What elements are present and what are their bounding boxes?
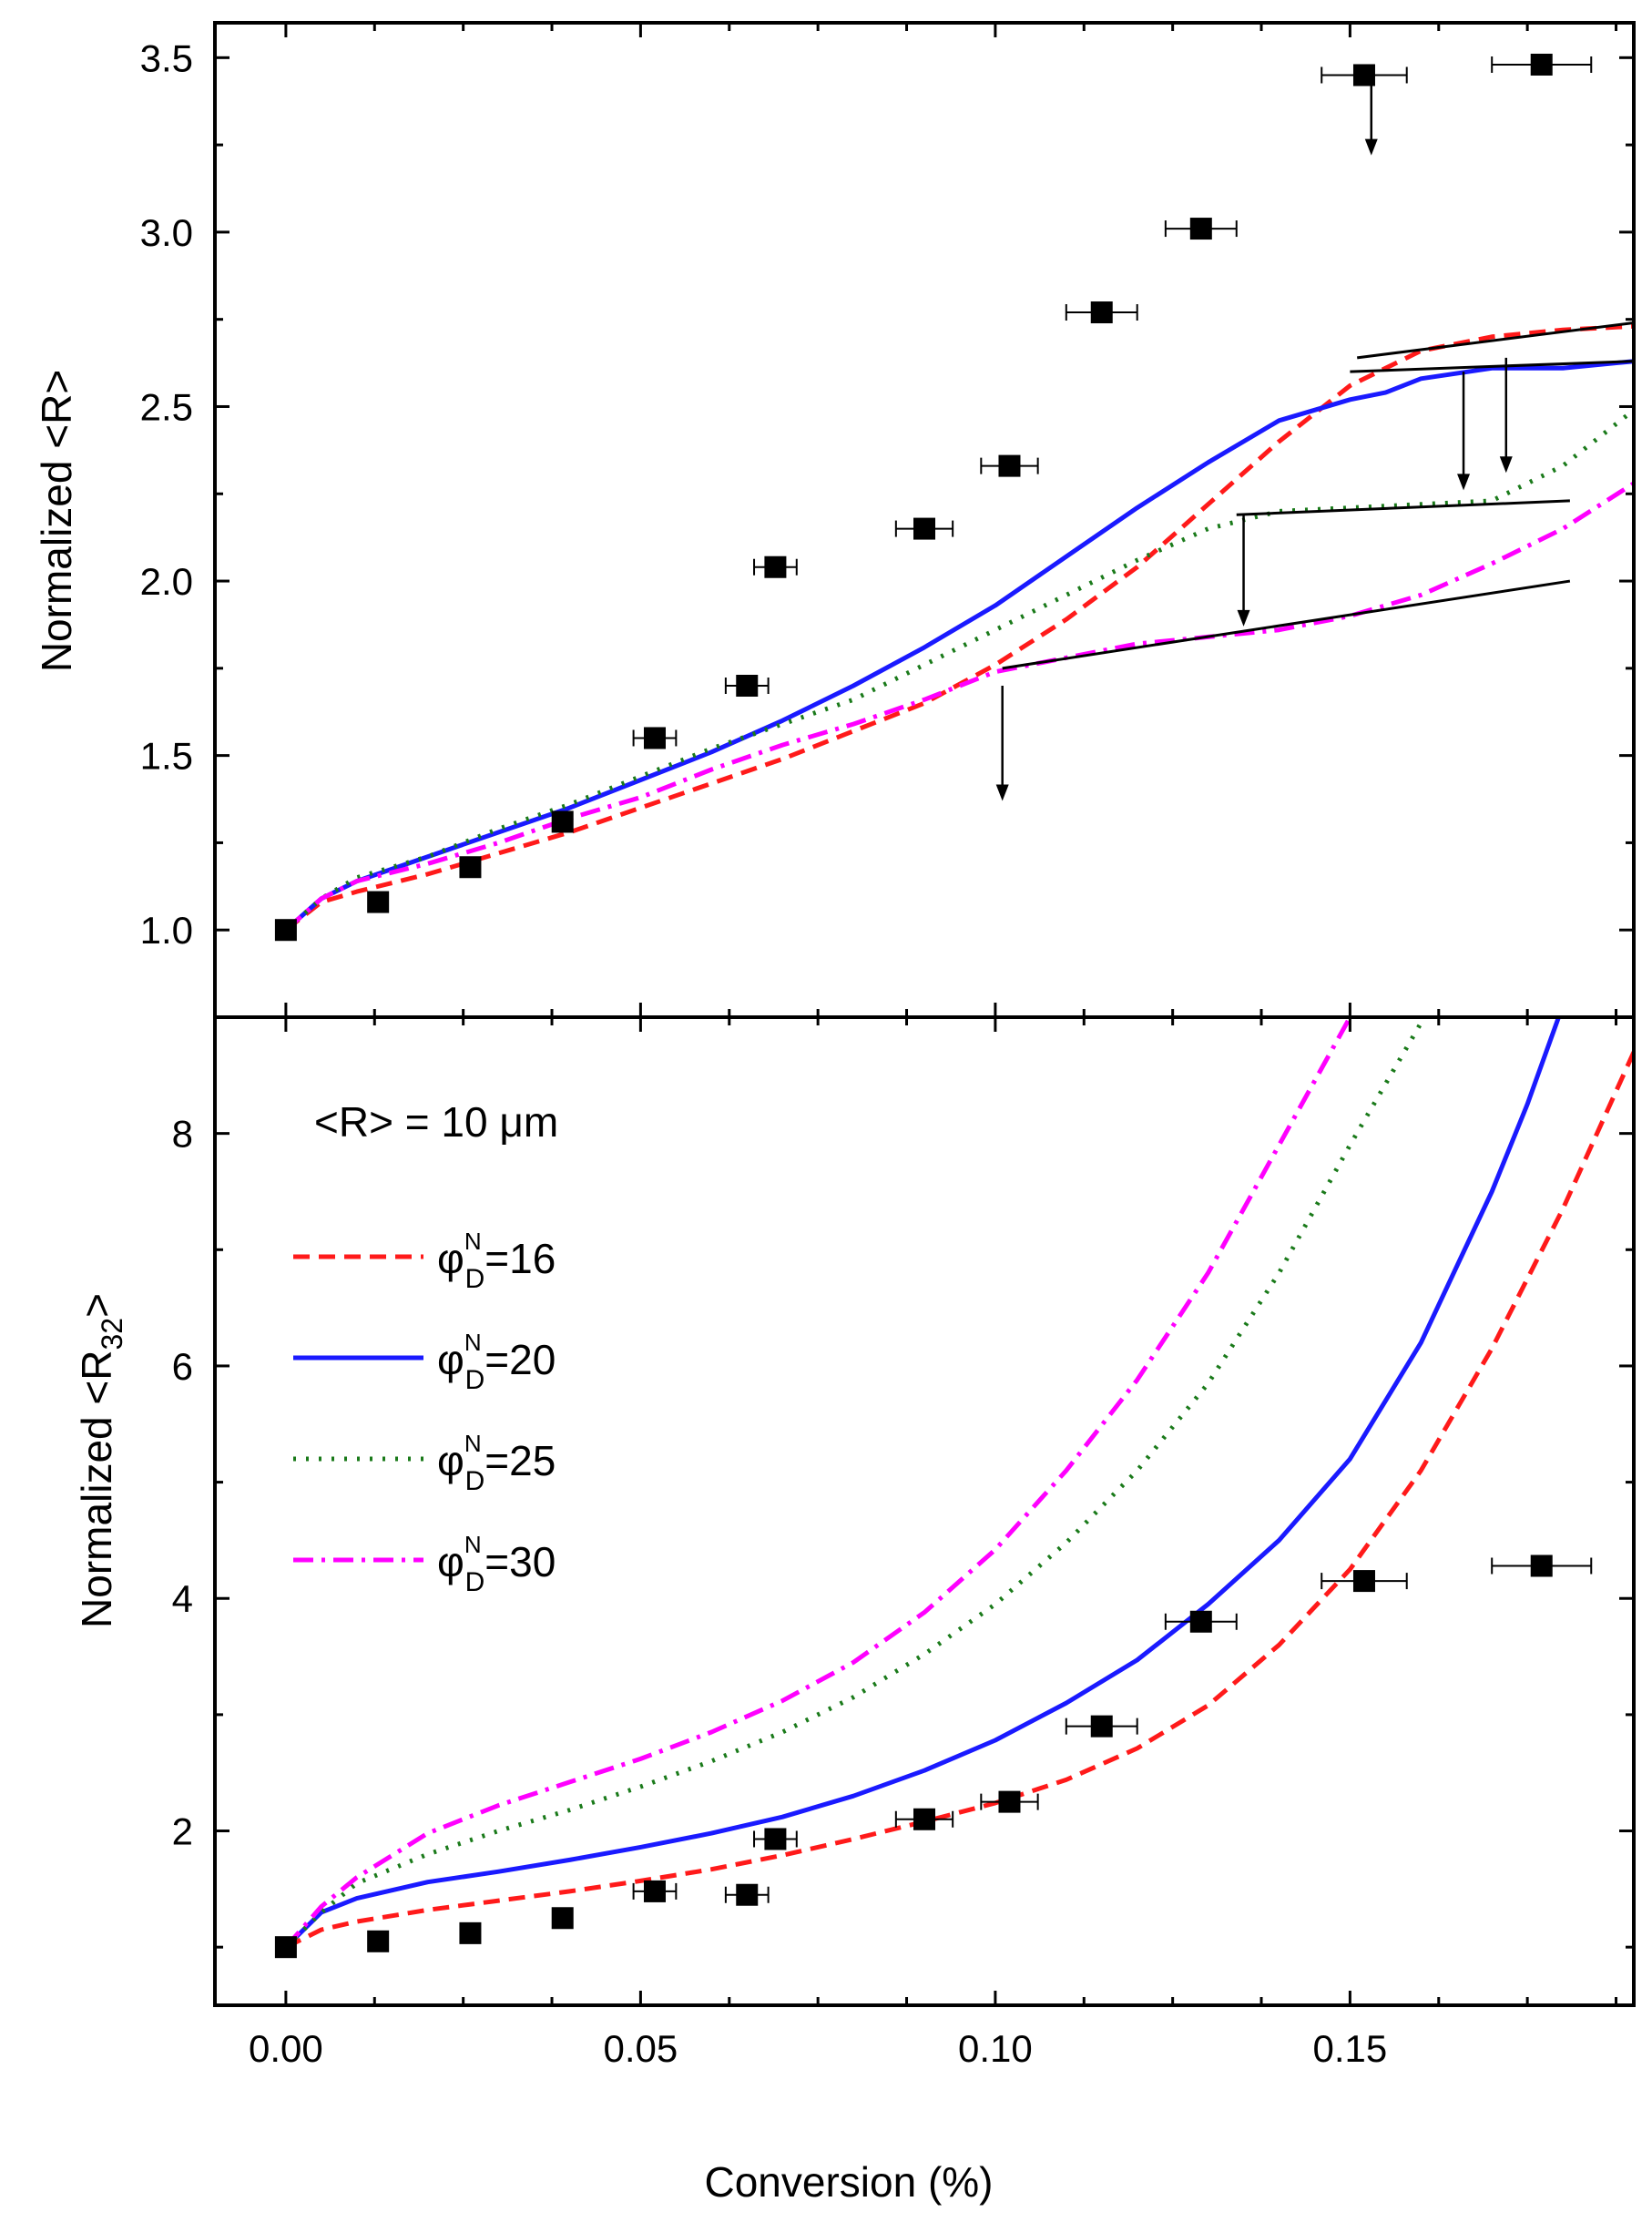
bottom-ytick-label: 8 — [172, 1113, 193, 1156]
bottom-point-9 — [1090, 1715, 1113, 1738]
bottom-point-1 — [367, 1930, 390, 1952]
top-point-4 — [643, 727, 666, 749]
bottom-series-2-line — [284, 1017, 1429, 1949]
legend-label-0: φN D=16 — [437, 1228, 556, 1294]
bottom-point-8 — [998, 1790, 1021, 1813]
top-series-0-line — [284, 323, 1634, 933]
bottom-y-axis-label-sub: 32 — [96, 1318, 128, 1351]
top-ytick-label: 3.0 — [140, 211, 193, 254]
top-axes: 1.0 1.5 2.0 2.5 3.0 3.5 — [140, 21, 1636, 1019]
bottom-point-0 — [274, 1936, 297, 1959]
top-annotation-line-2 — [1350, 360, 1634, 373]
top-point-12 — [1530, 53, 1553, 76]
bottom-ytick-label: 2 — [172, 1810, 193, 1853]
top-point-10 — [1189, 218, 1212, 240]
bottom-point-7 — [913, 1808, 935, 1830]
top-point-6 — [764, 556, 787, 578]
top-annotation-line-3 — [1357, 321, 1634, 360]
bottom-frame — [213, 1015, 1636, 2007]
top-arrow-4-head — [1499, 456, 1513, 474]
xtick-label: 0.15 — [1313, 2027, 1388, 2070]
bottom-series-1-line — [284, 1017, 1562, 1949]
top-point-8 — [998, 454, 1021, 477]
legend-symbol: φ — [437, 1538, 464, 1585]
top-ytick-label: 1.5 — [140, 735, 193, 778]
bottom-y-axis-label: Normalized <R32> — [73, 1293, 128, 1628]
top-ytick-label: 1.0 — [140, 909, 193, 952]
top-ytick-label: 2.5 — [140, 385, 193, 428]
bottom-plot-data — [274, 1017, 1634, 1959]
top-annotation-line-0 — [1002, 579, 1571, 670]
bottom-point-5 — [736, 1883, 759, 1906]
legend-sub: D — [465, 1365, 485, 1395]
xtick-label: 0.00 — [249, 2027, 323, 2070]
legend-value: =20 — [484, 1336, 556, 1383]
top-series-3-line — [284, 481, 1634, 933]
top-point-5 — [736, 675, 759, 697]
bottom-y-axis-label-main: Normalized <R — [73, 1350, 120, 1628]
bottom-y-axis-label-end: > — [73, 1293, 120, 1318]
x-axis-label: Conversion (%) — [705, 2158, 994, 2206]
xtick-label: 0.05 — [604, 2027, 678, 2070]
legend-sup: N — [464, 1531, 482, 1558]
top-series-2-line — [284, 408, 1634, 933]
legend-symbol: φ — [437, 1235, 464, 1282]
top-arrow-0-head — [995, 784, 1009, 801]
bottom-panel: 2 4 6 8 0.00 0.05 0.10 0.15 Normalized <R32> Co… — [73, 1015, 1636, 2206]
bottom-point-2 — [459, 1921, 482, 1944]
bottom-point-12 — [1530, 1554, 1553, 1577]
bottom-axes: 2 4 6 8 0.00 0.05 0.10 0.15 — [172, 1015, 1636, 2070]
legend-sub: D — [465, 1264, 485, 1294]
legend-label-1: φN D=20 — [437, 1329, 556, 1395]
legend-symbol: φ — [437, 1336, 464, 1383]
legend-value: =16 — [484, 1235, 556, 1282]
bottom-point-4 — [643, 1880, 666, 1902]
legend-label-2: φN D=25 — [437, 1430, 556, 1496]
top-arrow-3-head — [1457, 474, 1471, 491]
bottom-annotation-text: <R> = 10 μm — [314, 1098, 558, 1146]
legend-label-3: φN D=30 — [437, 1531, 556, 1597]
top-point-7 — [913, 517, 935, 540]
bottom-point-3 — [551, 1907, 574, 1930]
bottom-point-11 — [1352, 1570, 1375, 1593]
top-plot-data — [274, 53, 1634, 942]
legend-symbol: φ — [437, 1437, 464, 1484]
top-series-1-line — [284, 359, 1634, 933]
xtick-label: 0.10 — [958, 2027, 1033, 2070]
top-ytick-label: 3.5 — [140, 36, 193, 79]
top-arrow-2-head — [1364, 138, 1378, 156]
top-annotation-line-1 — [1236, 499, 1570, 516]
legend-value: =30 — [484, 1538, 556, 1585]
top-y-axis-label: Normalized <R> — [33, 370, 80, 672]
bottom-point-10 — [1189, 1610, 1212, 1633]
top-point-11 — [1352, 64, 1375, 87]
top-point-1 — [367, 891, 390, 913]
bottom-series-0-line — [284, 1051, 1634, 1950]
legend-sup: N — [464, 1228, 482, 1255]
bottom-series-3-line — [284, 1017, 1358, 1949]
top-ytick-label: 2.0 — [140, 560, 193, 603]
top-point-9 — [1090, 301, 1113, 324]
legend-sub: D — [465, 1466, 485, 1496]
top-point-0 — [274, 919, 297, 942]
top-point-3 — [551, 810, 574, 833]
legend-sup: N — [464, 1430, 482, 1457]
legend-sup: N — [464, 1329, 482, 1356]
top-point-2 — [459, 856, 482, 879]
top-arrow-1-head — [1237, 609, 1250, 627]
bottom-point-6 — [764, 1828, 787, 1850]
bottom-ytick-label: 4 — [172, 1577, 193, 1620]
legend-value: =25 — [484, 1437, 556, 1484]
legend-sub: D — [465, 1567, 485, 1597]
bottom-ytick-label: 6 — [172, 1345, 193, 1388]
top-panel: 1.0 1.5 2.0 2.5 3.0 3.5 Normalized <R> — [33, 21, 1636, 1019]
